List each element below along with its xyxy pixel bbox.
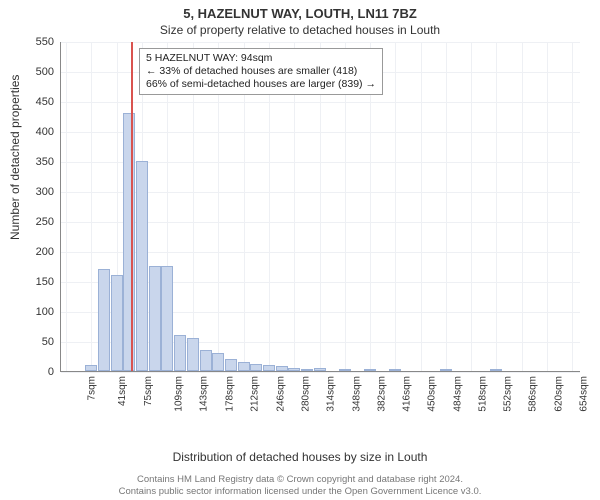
plot-area: 5 HAZELNUT WAY: 94sqm← 33% of detached h… [60, 42, 580, 372]
histogram-bar [225, 359, 237, 371]
histogram-bar [364, 369, 376, 371]
x-tick-label: 314sqm [326, 376, 337, 412]
gridline-v [547, 42, 548, 371]
histogram-bar [263, 365, 275, 371]
histogram-bar [238, 362, 250, 371]
histogram-bar [389, 369, 401, 371]
attribution-line: Contains HM Land Registry data © Crown c… [0, 474, 600, 486]
gridline-v [446, 42, 447, 371]
gridline-h [61, 102, 580, 103]
gridline-h [61, 42, 580, 43]
x-axis-label: Distribution of detached houses by size … [0, 450, 600, 464]
gridline-v [91, 42, 92, 371]
histogram-bar [339, 369, 351, 371]
histogram-bar [161, 266, 173, 371]
x-tick-label: 143sqm [199, 376, 210, 412]
histogram-bar [123, 113, 135, 371]
histogram-bar [200, 350, 212, 371]
x-tick-label: 586sqm [528, 376, 539, 412]
histogram-bar [301, 369, 313, 371]
y-axis-label: Number of detached properties [8, 75, 22, 240]
x-tick-label: 41sqm [117, 376, 128, 406]
histogram-bar [187, 338, 199, 371]
y-tick-label: 50 [24, 336, 54, 348]
y-tick-label: 200 [24, 246, 54, 258]
gridline-v [496, 42, 497, 371]
histogram-bar [250, 364, 262, 371]
x-tick-label: 212sqm [250, 376, 261, 412]
chart: 5 HAZELNUT WAY: 94sqm← 33% of detached h… [60, 42, 580, 422]
x-tick-label: 75sqm [143, 376, 154, 406]
y-tick-label: 550 [24, 36, 54, 48]
y-tick-label: 300 [24, 186, 54, 198]
y-tick-label: 0 [24, 366, 54, 378]
x-tick-label: 620sqm [553, 376, 564, 412]
x-tick-label: 416sqm [402, 376, 413, 412]
attribution-line: Contains public sector information licen… [0, 486, 600, 498]
page-subtitle: Size of property relative to detached ho… [0, 23, 600, 37]
histogram-bar [136, 161, 148, 371]
info-box-line: 66% of semi-detached houses are larger (… [146, 78, 376, 91]
gridline-v [572, 42, 573, 371]
y-tick-label: 350 [24, 156, 54, 168]
x-tick-label: 280sqm [301, 376, 312, 412]
x-tick-label: 450sqm [427, 376, 438, 412]
y-tick-label: 150 [24, 276, 54, 288]
attribution: Contains HM Land Registry data © Crown c… [0, 474, 600, 498]
gridline-v [522, 42, 523, 371]
x-tick-label: 484sqm [452, 376, 463, 412]
histogram-bar [440, 369, 452, 371]
histogram-bar [288, 368, 300, 371]
x-tick-label: 552sqm [503, 376, 514, 412]
x-tick-label: 348sqm [351, 376, 362, 412]
gridline-v [471, 42, 472, 371]
y-tick-label: 400 [24, 126, 54, 138]
histogram-bar [98, 269, 110, 371]
y-tick-label: 100 [24, 306, 54, 318]
title-block: 5, HAZELNUT WAY, LOUTH, LN11 7BZ Size of… [0, 0, 600, 37]
x-tick-label: 654sqm [578, 376, 589, 412]
gridline-v [66, 42, 67, 371]
marker-line [131, 42, 133, 371]
x-tick-label: 109sqm [174, 376, 185, 412]
histogram-bar [212, 353, 224, 371]
gridline-v [421, 42, 422, 371]
info-box: 5 HAZELNUT WAY: 94sqm← 33% of detached h… [139, 48, 383, 95]
gridline-h [61, 372, 580, 373]
x-tick-label: 382sqm [376, 376, 387, 412]
page-title: 5, HAZELNUT WAY, LOUTH, LN11 7BZ [0, 6, 600, 21]
y-tick-label: 250 [24, 216, 54, 228]
y-tick-label: 450 [24, 96, 54, 108]
x-tick-label: 518sqm [477, 376, 488, 412]
histogram-bar [276, 366, 288, 371]
histogram-bar [314, 368, 326, 371]
gridline-v [395, 42, 396, 371]
histogram-bar [490, 369, 502, 371]
histogram-bar [85, 365, 97, 371]
info-box-line: ← 33% of detached houses are smaller (41… [146, 65, 376, 78]
histogram-bar [149, 266, 161, 371]
info-box-line: 5 HAZELNUT WAY: 94sqm [146, 52, 376, 65]
histogram-bar [111, 275, 123, 371]
x-tick-label: 246sqm [275, 376, 286, 412]
x-tick-label: 178sqm [225, 376, 236, 412]
histogram-bar [174, 335, 186, 371]
x-tick-label: 7sqm [87, 376, 98, 400]
y-tick-label: 500 [24, 66, 54, 78]
gridline-h [61, 132, 580, 133]
